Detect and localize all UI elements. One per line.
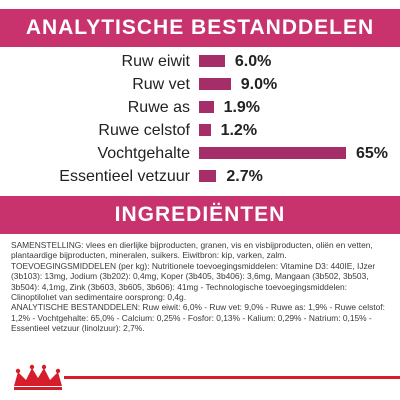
analytic-row-value: 6.0% [234,53,272,70]
ingredients-banner: INGREDIËNTEN [0,196,400,234]
analytic-row-bar [199,101,214,113]
analytic-constituents-title: ANALYTISCHE BESTANDDELEN [25,16,375,39]
analytic-row-label: Ruw eiwit [121,53,190,70]
analytic-row-bar [199,55,225,67]
analytic-row-value: 65% [356,145,389,162]
analytic-constituents-banner: ANALYTISCHE BESTANDDELEN [0,9,400,47]
analytic-row-label: Ruw vet [132,76,190,93]
brand-divider-line [64,376,400,379]
analytic-row-bar [199,124,211,136]
analytic-row-ruwe-as: Ruwe as 1.9% [0,96,400,119]
ingredients-title: INGREDIËNTEN [114,203,286,226]
analytic-row-bar [199,170,217,182]
analytic-row-value: 1.2% [220,122,258,139]
analytic-constituents-paragraph: ANALYTISCHE BESTANDDELEN: Ruw eiwit: 6,0… [11,302,385,334]
analytic-row-ruwe-celstof: Ruwe celstof 1.2% [0,119,400,142]
analytic-row-label: Vochtgehalte [97,145,190,162]
analytic-row-label: Ruwe celstof [98,122,190,139]
analytic-row-bar [199,147,346,159]
ingredients-text: SAMENSTELLING: vlees en dierlijke bijpro… [11,240,393,334]
analytic-row-bar [199,78,231,90]
analytic-row-label: Ruwe as [127,99,190,116]
analytic-row-value: 2.7% [226,168,263,185]
analytic-row-value: 1.9% [223,99,261,116]
analytic-row-ruw-vet: Ruw vet 9.0% [0,73,400,96]
analytic-row-ruw-eiwit: Ruw eiwit 6.0% [0,50,400,73]
analytic-row-vochtgehalte: Vochtgehalte 65% [0,142,400,165]
royal-crown-logo-icon [14,364,62,390]
analytic-row-value: 9.0% [240,76,278,93]
analytic-row-essentieel-vetzuur: Essentieel vetzuur 2.7% [0,165,400,188]
analytic-row-label: Essentieel vetzuur [59,168,190,185]
composition-paragraph: SAMENSTELLING: vlees en dierlijke bijpro… [11,240,373,261]
additives-paragraph: TOEVOEGINGSMIDDELEN (per kg): Nutritione… [11,260,376,303]
